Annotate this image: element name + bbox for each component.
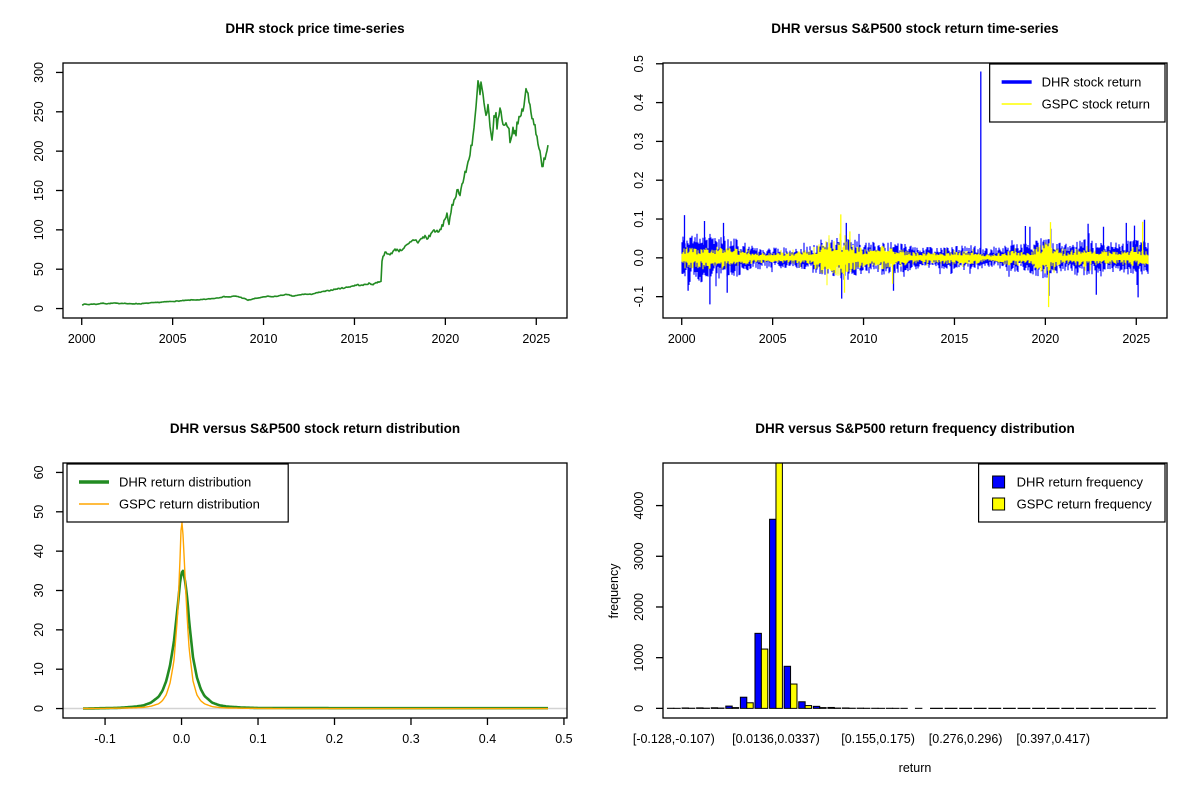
svg-text:2025: 2025 xyxy=(522,332,550,346)
legend-box-swatch xyxy=(992,497,1006,511)
svg-text:0: 0 xyxy=(32,705,46,712)
axes: 2000 2005 2010 2015 2020 2025 -0.1 0.0 0.1 0.2 0.3… xyxy=(632,55,1168,346)
svg-text:250: 250 xyxy=(32,101,46,122)
chart-title-price: DHR stock price time-series xyxy=(225,21,405,36)
legend: DHR stock return GSPC stock return xyxy=(989,63,1166,123)
svg-text:2000: 2000 xyxy=(632,593,646,621)
svg-text:0.3: 0.3 xyxy=(632,133,646,150)
density-curve xyxy=(83,522,548,710)
svg-text:2015: 2015 xyxy=(941,332,969,346)
svg-text:0.4: 0.4 xyxy=(479,732,496,746)
svg-text:2025: 2025 xyxy=(1122,332,1150,346)
svg-text:2000: 2000 xyxy=(668,332,696,346)
svg-text:50: 50 xyxy=(32,262,46,276)
svg-text:2020: 2020 xyxy=(431,332,459,346)
svg-text:0.0: 0.0 xyxy=(632,249,646,266)
svg-text:1000: 1000 xyxy=(632,644,646,672)
svg-text:60: 60 xyxy=(32,465,46,479)
axes: -0.1 0.0 0.1 0.2 0.3 0.4 0.5 0 10 20 30 40 50 60 xyxy=(32,462,573,746)
spike-marks xyxy=(840,214,1144,308)
svg-text:100: 100 xyxy=(32,219,46,240)
distribution-chart: -0.1 0.0 0.1 0.2 0.3 0.4 0.5 0 10 20 30 40 50 60 DHR r… xyxy=(32,462,573,746)
svg-text:0: 0 xyxy=(32,305,46,312)
legend-box-swatch xyxy=(992,475,1006,489)
svg-text:0.1: 0.1 xyxy=(632,210,646,227)
bin-label: [0.0136,0.0337) xyxy=(732,732,820,746)
svg-text:3000: 3000 xyxy=(632,542,646,570)
svg-text:2010: 2010 xyxy=(850,332,878,346)
svg-text:10: 10 xyxy=(32,662,46,676)
svg-text:2000: 2000 xyxy=(68,332,96,346)
frequency-chart: [-0.128,-0.107) [0.0136,0.0337) [0.155,0.1… xyxy=(632,462,1168,746)
axes: 2000 2005 2010 2015 2020 2025 0 50 100 150 200 250 3… xyxy=(32,62,568,346)
svg-text:2015: 2015 xyxy=(341,332,369,346)
bin-label: [0.155,0.175) xyxy=(841,732,915,746)
svg-text:2005: 2005 xyxy=(159,332,187,346)
svg-text:0.3: 0.3 xyxy=(402,732,419,746)
svg-text:GSPC stock return: GSPC stock return xyxy=(1042,97,1150,112)
chart-title-distribution: DHR versus S&P500 stock return distribut… xyxy=(169,421,461,436)
panel-return-timeseries: DHR versus S&P500 stock return time-seri… xyxy=(600,0,1200,400)
svg-text:0.4: 0.4 xyxy=(632,94,646,111)
axes: 0 1000 2000 3000 4000 xyxy=(632,462,1168,719)
panel-return-frequency: DHR versus S&P500 return frequency distr… xyxy=(600,400,1200,800)
price-series xyxy=(81,80,549,306)
panel-return-distribution: DHR versus S&P500 stock return distribut… xyxy=(0,400,600,800)
chart-title-frequency: DHR versus S&P500 return frequency distr… xyxy=(755,421,1075,436)
svg-text:-0.1: -0.1 xyxy=(632,286,646,308)
svg-text:GSPC return distribution: GSPC return distribution xyxy=(119,497,260,512)
svg-text:0: 0 xyxy=(632,705,646,712)
svg-text:2005: 2005 xyxy=(759,332,787,346)
svg-text:0.5: 0.5 xyxy=(555,732,572,746)
svg-text:DHR return frequency: DHR return frequency xyxy=(1017,475,1144,490)
noise-series xyxy=(681,233,1149,286)
svg-text:30: 30 xyxy=(32,584,46,598)
svg-text:0.2: 0.2 xyxy=(326,732,343,746)
svg-text:0.5: 0.5 xyxy=(632,55,646,72)
density-curve xyxy=(82,569,549,710)
svg-text:40: 40 xyxy=(32,544,46,558)
bin-label: [-0.128,-0.107) xyxy=(633,732,715,746)
bin-label: [0.276,0.296) xyxy=(929,732,1003,746)
returns-chart: 2000 2005 2010 2015 2020 2025 -0.1 0.0 0.1 0.2 0.3… xyxy=(632,55,1168,346)
price-chart: 2000 2005 2010 2015 2020 2025 0 50 100 150 200 250 3… xyxy=(32,62,568,346)
bin-label: [0.397,0.417) xyxy=(1016,732,1090,746)
spike-marks xyxy=(683,71,1146,305)
chart-title-returns: DHR versus S&P500 stock return time-seri… xyxy=(771,21,1059,36)
svg-text:GSPC return frequency: GSPC return frequency xyxy=(1017,497,1153,512)
svg-text:2020: 2020 xyxy=(1031,332,1059,346)
svg-text:0.1: 0.1 xyxy=(249,732,266,746)
svg-text:50: 50 xyxy=(32,505,46,519)
svg-text:200: 200 xyxy=(32,141,46,162)
svg-text:20: 20 xyxy=(32,623,46,637)
bar-groups xyxy=(666,462,1156,709)
svg-text:150: 150 xyxy=(32,180,46,201)
svg-text:300: 300 xyxy=(32,62,46,83)
svg-text:DHR stock return: DHR stock return xyxy=(1042,75,1142,90)
svg-text:DHR return distribution: DHR return distribution xyxy=(119,475,251,490)
svg-text:0.0: 0.0 xyxy=(173,732,190,746)
panel-price-timeseries: DHR stock price time-series 2000 2005 2010… xyxy=(0,0,600,400)
svg-text:0.2: 0.2 xyxy=(632,171,646,188)
legend: DHR return distribution GSPC return distr… xyxy=(66,463,289,523)
return-axis-label: return xyxy=(898,761,932,775)
svg-text:4000: 4000 xyxy=(632,492,646,520)
legend: DHR return frequency GSPC return frequenc… xyxy=(978,463,1166,523)
svg-text:2010: 2010 xyxy=(250,332,278,346)
svg-text:-0.1: -0.1 xyxy=(94,732,116,746)
